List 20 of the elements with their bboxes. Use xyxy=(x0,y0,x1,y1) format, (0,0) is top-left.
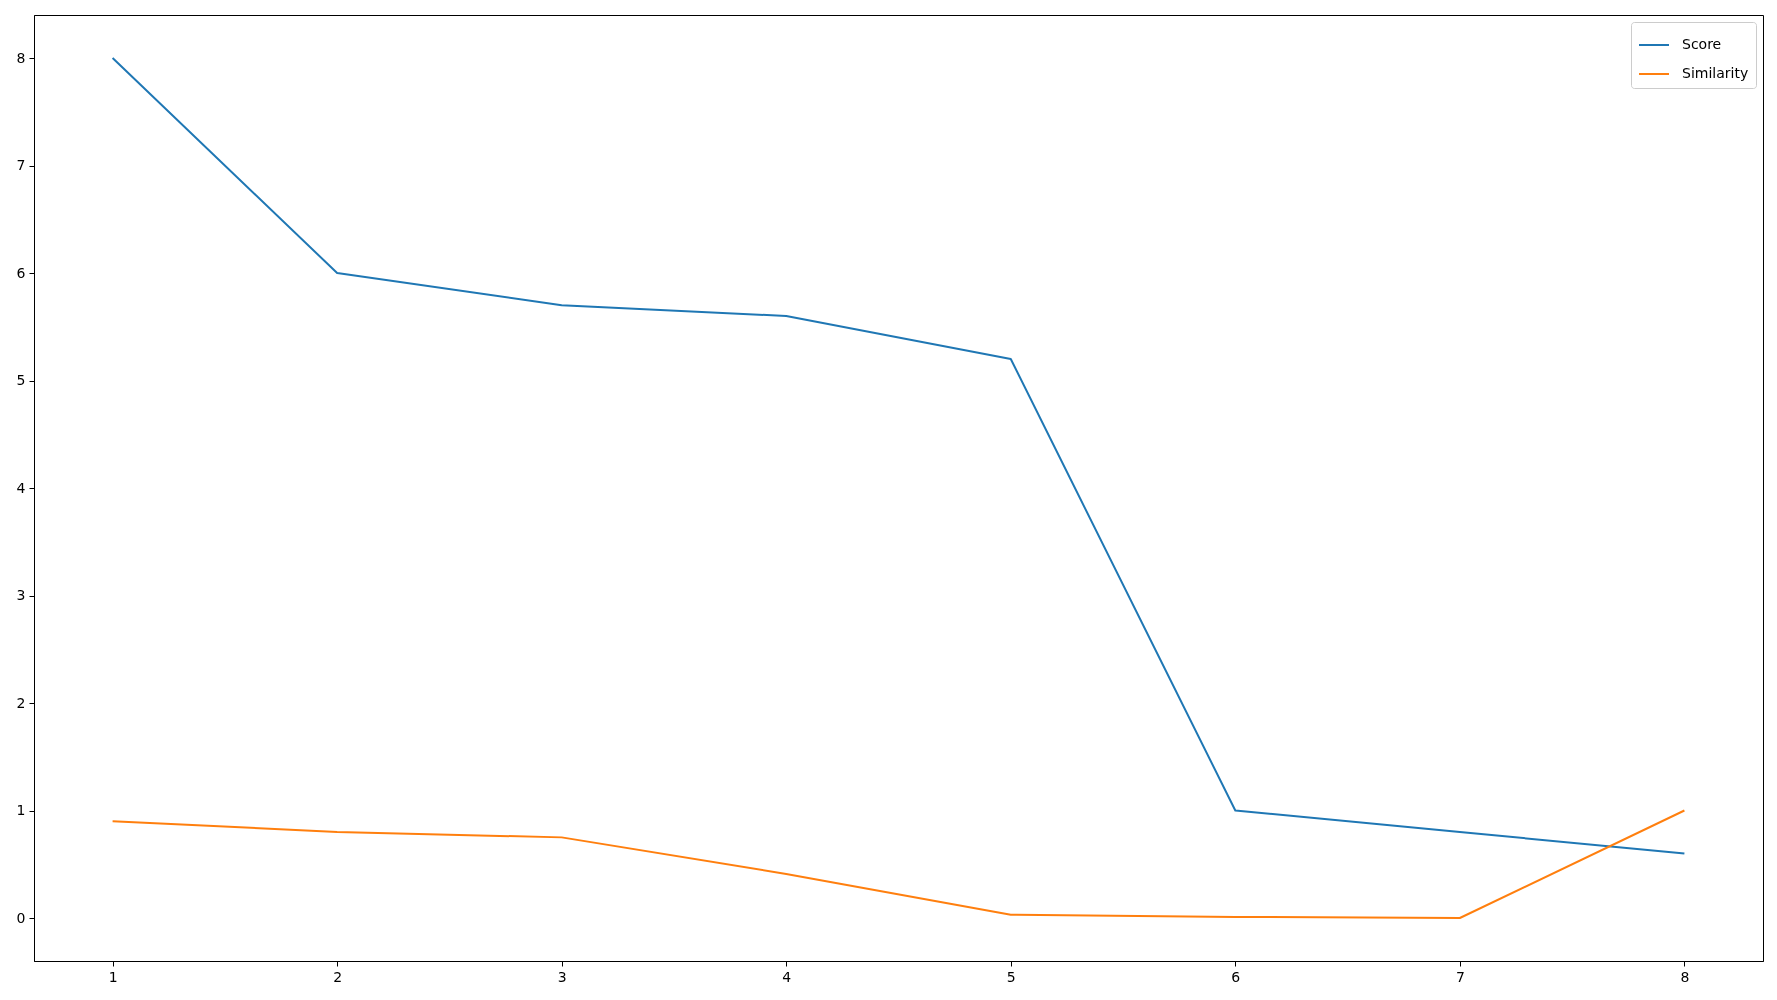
y-tick-label: 1 xyxy=(16,802,26,818)
x-tick-label: 7 xyxy=(1455,968,1465,985)
legend-label: Score xyxy=(1682,36,1722,52)
y-tick-label: 2 xyxy=(16,694,26,711)
x-tick-label: 5 xyxy=(1006,968,1016,985)
y-tick-label: 5 xyxy=(16,372,26,388)
y-tick-label: 6 xyxy=(16,264,26,281)
y-tick-label: 8 xyxy=(16,49,26,66)
legend-label: Similarity xyxy=(1682,65,1749,81)
x-tick-label: 1 xyxy=(108,968,118,985)
x-tick-label: 2 xyxy=(333,968,343,985)
x-tick-label: 8 xyxy=(1680,968,1690,985)
line-series xyxy=(111,809,1686,919)
x-tick-label: 6 xyxy=(1231,968,1241,985)
y-tick-label: 3 xyxy=(16,587,26,603)
y-tick-label: 0 xyxy=(16,909,26,926)
x-tick-label: 4 xyxy=(782,968,792,985)
x-tick-label: 3 xyxy=(557,968,567,985)
y-tick-label: 4 xyxy=(16,479,26,496)
y-tick-label: 7 xyxy=(16,157,26,173)
